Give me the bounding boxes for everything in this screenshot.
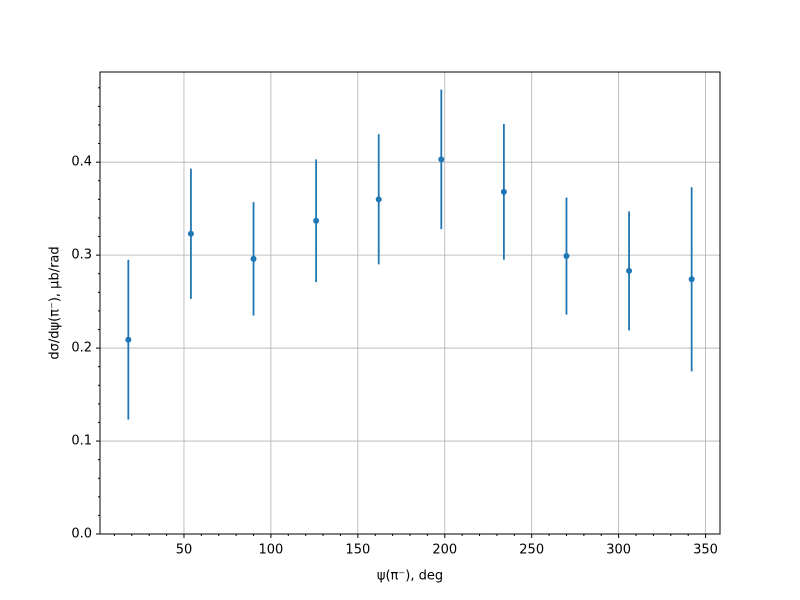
data-point <box>688 276 695 283</box>
x-tick-label: 200 <box>432 543 457 558</box>
data-point <box>500 188 507 195</box>
data-point <box>375 196 382 203</box>
data-point <box>438 156 445 163</box>
y-tick-label: 0.1 <box>71 434 92 449</box>
y-tick-label: 0.3 <box>71 248 92 263</box>
y-tick-label: 0.4 <box>71 155 92 170</box>
data-point <box>250 255 257 262</box>
y-tick-label: 0.0 <box>71 527 92 542</box>
x-tick-label: 350 <box>693 543 718 558</box>
y-tick-label: 0.2 <box>71 341 92 356</box>
x-tick-label: 250 <box>519 543 544 558</box>
data-point <box>626 267 633 274</box>
x-tick-label: 300 <box>606 543 631 558</box>
data-point <box>187 230 194 237</box>
data-point <box>313 217 320 224</box>
x-tick-label: 50 <box>176 543 193 558</box>
plot-frame <box>99 71 721 535</box>
data-point <box>125 336 132 343</box>
x-tick-label: 150 <box>345 543 370 558</box>
x-axis-label: ψ(π⁻), deg <box>377 569 443 584</box>
data-point <box>563 253 570 260</box>
x-tick-label: 100 <box>258 543 283 558</box>
y-axis-label: dσ/dψ(π⁻), μb/rad <box>48 246 63 359</box>
